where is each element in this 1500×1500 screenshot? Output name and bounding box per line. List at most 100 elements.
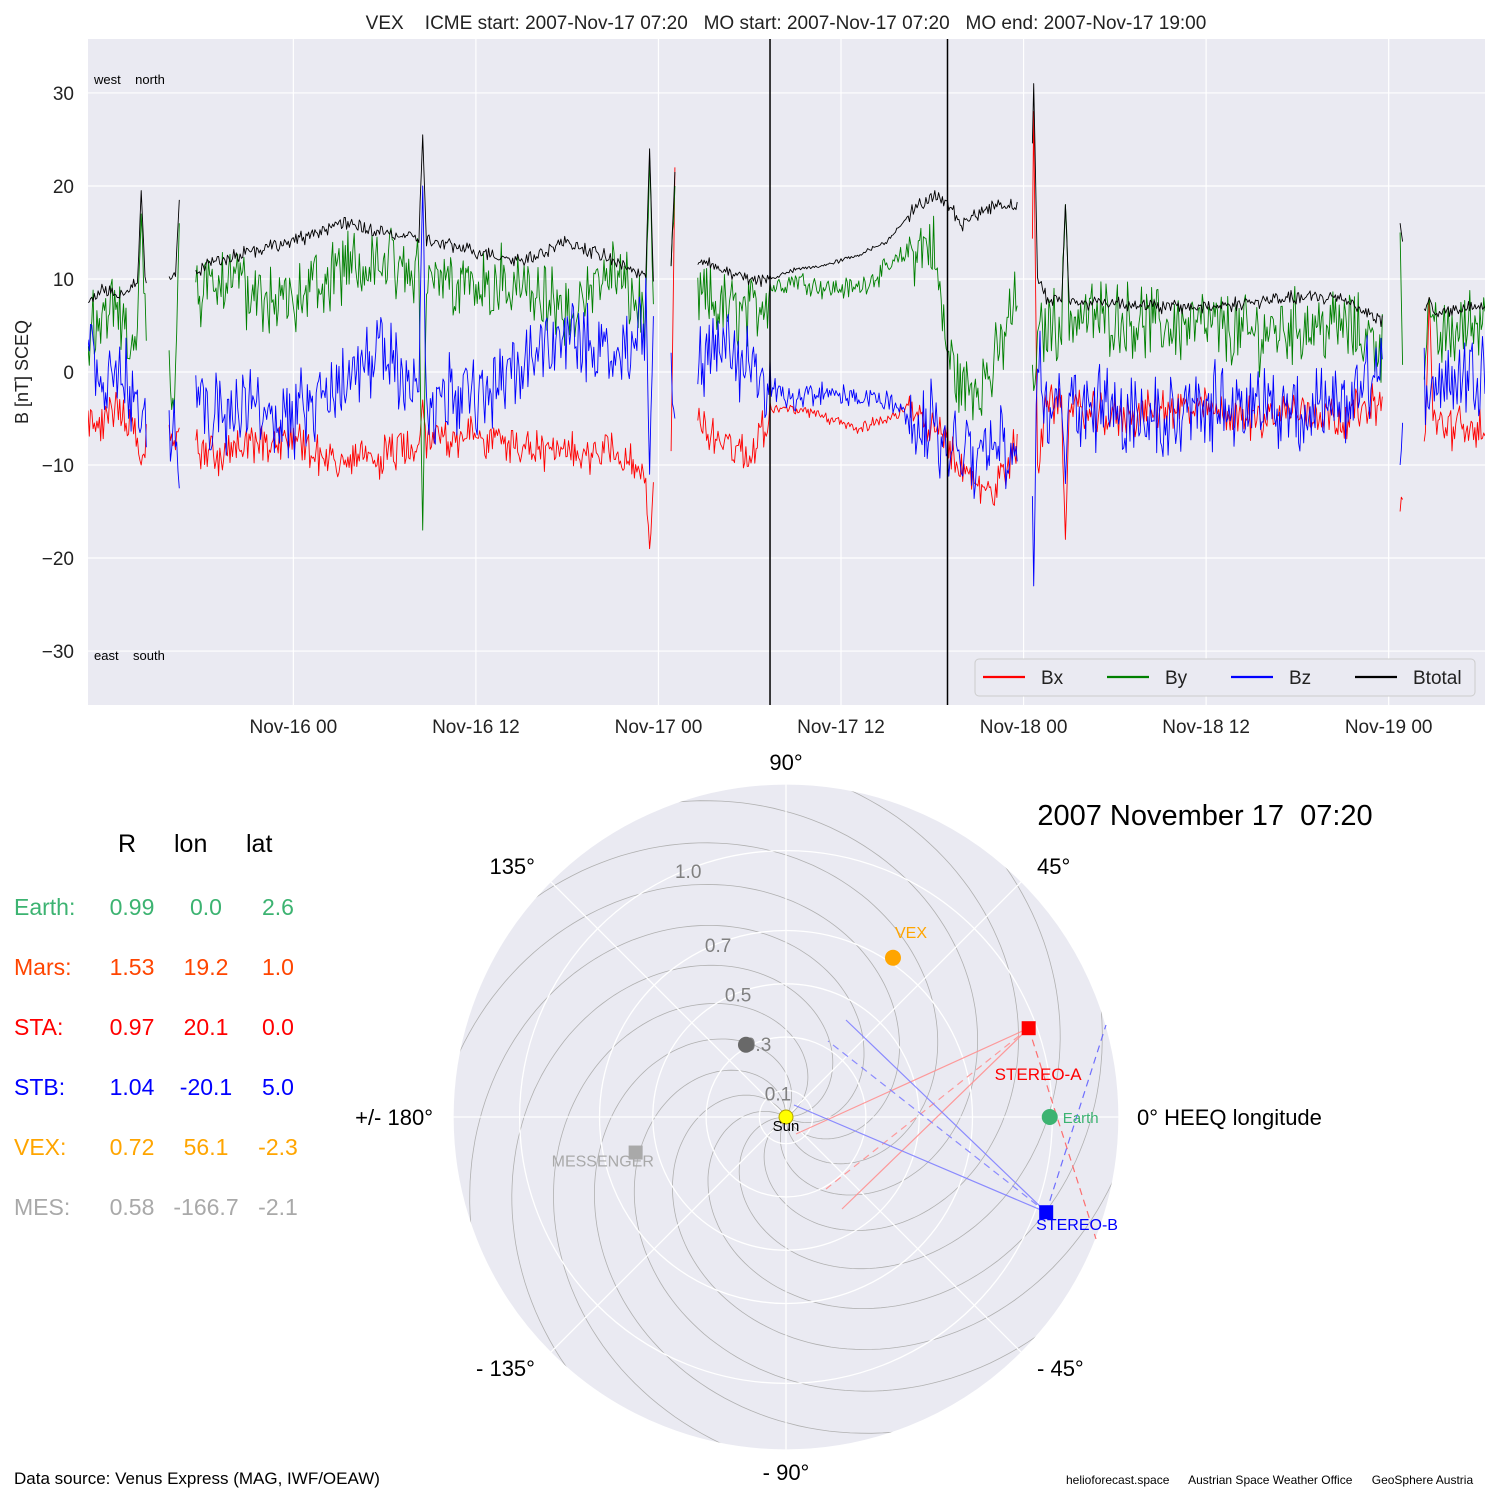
angle-label: 90° bbox=[769, 750, 802, 775]
stereo-b-fov-line bbox=[1045, 1024, 1107, 1213]
x-tick-label: Nov-18 12 bbox=[1162, 717, 1250, 738]
row-lat: -2.1 bbox=[258, 1194, 298, 1220]
header-lon: lon bbox=[174, 830, 208, 858]
row-name: VEX: bbox=[14, 1134, 67, 1160]
vex-label: VEX bbox=[895, 925, 927, 942]
chart-title: VEX ICME start: 2007-Nov-17 07:20 MO sta… bbox=[366, 13, 1207, 34]
polar-title: 2007 November 17 07:20 bbox=[1037, 800, 1372, 832]
row-lat: 1.0 bbox=[262, 954, 294, 980]
angle-label: - 135° bbox=[476, 1356, 535, 1381]
x-tick-label: Nov-17 12 bbox=[797, 717, 885, 738]
parker-spiral bbox=[453, 784, 1019, 1231]
credit-asw-office: Austrian Space Weather Office bbox=[1188, 1473, 1353, 1487]
y-tick-label: 0 bbox=[63, 363, 74, 384]
row-lon: -166.7 bbox=[173, 1194, 239, 1220]
x-tick-label: Nov-18 00 bbox=[980, 717, 1068, 738]
row-lon: 20.1 bbox=[183, 1014, 229, 1040]
data-source: Data source: Venus Express (MAG, IWF/OEA… bbox=[14, 1469, 380, 1488]
angle-label: - 45° bbox=[1037, 1356, 1084, 1381]
stereo-b-label: STEREO-B bbox=[1036, 1217, 1118, 1234]
earth-marker bbox=[1041, 1109, 1058, 1125]
position-row-stb: STB: 1.04 -20.1 5.0 bbox=[14, 1074, 334, 1104]
legend-label-btotal: Btotal bbox=[1413, 668, 1462, 689]
row-lat: -2.3 bbox=[258, 1134, 298, 1160]
stereo-b-marker bbox=[1039, 1205, 1054, 1220]
x-tick-label: Nov-17 00 bbox=[615, 717, 703, 738]
row-lon: 0.0 bbox=[190, 894, 222, 920]
row-r: 0.58 bbox=[109, 1194, 155, 1220]
y-tick-label: −30 bbox=[42, 642, 74, 663]
row-lat: 2.6 bbox=[262, 894, 294, 920]
legend-label-by: By bbox=[1165, 668, 1188, 689]
position-row-vex: VEX: 0.72 56.1 -2.3 bbox=[14, 1134, 334, 1164]
row-name: Earth: bbox=[14, 894, 76, 920]
fov-lines bbox=[793, 1019, 1107, 1240]
series-lines bbox=[88, 83, 1485, 587]
angle-label: +/- 180° bbox=[355, 1105, 433, 1130]
earth-label: Earth bbox=[1063, 1110, 1099, 1127]
legend: Bx By Bz Btotal bbox=[974, 658, 1476, 697]
row-name: STA: bbox=[14, 1014, 64, 1040]
row-name: STB: bbox=[14, 1074, 66, 1100]
magnetic-field-timeseries: VEX ICME start: 2007-Nov-17 07:20 MO sta… bbox=[12, 13, 1485, 738]
mercury-marker bbox=[737, 1036, 754, 1053]
stereo-a-marker bbox=[1021, 1021, 1036, 1036]
messenger-marker bbox=[628, 1145, 643, 1160]
event-boundary-lines bbox=[769, 39, 949, 705]
vex-marker bbox=[884, 949, 901, 966]
row-lon: 19.2 bbox=[183, 954, 229, 980]
y-tick-label: 10 bbox=[53, 270, 74, 291]
parker-spiral bbox=[453, 884, 900, 1450]
row-r: 0.97 bbox=[109, 1014, 155, 1040]
angle-label: 45° bbox=[1037, 854, 1070, 879]
row-name: MES: bbox=[14, 1194, 71, 1220]
y-tick-label: 20 bbox=[53, 177, 74, 198]
credits: helioforecast.space Austrian Space Weath… bbox=[1066, 1473, 1489, 1487]
row-lon: 56.1 bbox=[183, 1134, 229, 1160]
angle-labels: 0° HEEQ longitude 45° 90° 135° +/- 180° - 135… bbox=[355, 750, 1322, 1485]
stereo-a-fov-line bbox=[841, 1027, 1030, 1210]
credit-geosphere: GeoSphere Austria bbox=[1371, 1473, 1474, 1487]
header-r: R bbox=[118, 830, 137, 858]
stereo-b-fov-line bbox=[827, 1040, 1047, 1213]
row-r: 0.99 bbox=[109, 894, 155, 920]
position-row-earth: Earth: 0.99 0.0 2.6 bbox=[14, 894, 334, 924]
y-axis-label: B [nT] SCEQ bbox=[12, 320, 32, 424]
radial-label: 0.5 bbox=[725, 985, 751, 1006]
heliospheric-position-plot: 2007 November 17 07:20 0.10.30.50.71.0 0… bbox=[355, 750, 1373, 1485]
position-row-mes: MES: 0.58 -166.7 -2.1 bbox=[14, 1194, 334, 1224]
row-r: 0.72 bbox=[109, 1134, 155, 1160]
stereo-b-fov-line bbox=[793, 1104, 1047, 1213]
corner-label-top: west north bbox=[93, 72, 165, 87]
series-bz bbox=[88, 185, 1485, 587]
parker-spiral bbox=[553, 1003, 1119, 1450]
stereo-a-label: STEREO-A bbox=[995, 1065, 1083, 1084]
x-tick-label: Nov-16 00 bbox=[250, 717, 338, 738]
x-tick-labels: Nov-16 00 Nov-16 12 Nov-17 00 Nov-17 12 Nov-… bbox=[250, 717, 1433, 738]
radial-label: 0.1 bbox=[765, 1084, 791, 1105]
y-tick-label: −10 bbox=[42, 456, 74, 477]
stereo-a-fov-line bbox=[1028, 1028, 1097, 1240]
parker-spiral bbox=[672, 784, 1119, 1350]
credit-helioforecast: helioforecast.space bbox=[1066, 1473, 1170, 1487]
row-name: Mars: bbox=[14, 954, 72, 980]
header-lat: lat bbox=[246, 830, 273, 858]
legend-label-bz: Bz bbox=[1289, 668, 1311, 689]
corner-label-bottom: east south bbox=[94, 648, 165, 663]
angle-label: - 90° bbox=[763, 1460, 810, 1485]
y-tick-labels: 30 20 10 0 −10 −20 −30 bbox=[42, 84, 74, 663]
x-tick-label: Nov-19 00 bbox=[1345, 717, 1433, 738]
y-tick-label: 30 bbox=[53, 84, 74, 105]
row-lat: 0.0 bbox=[262, 1014, 294, 1040]
messenger-label: MESSENGER bbox=[552, 1154, 654, 1171]
row-lon: -20.1 bbox=[179, 1074, 233, 1100]
position-row-sta: STA: 0.97 20.1 0.0 bbox=[14, 1014, 334, 1044]
angle-label: 135° bbox=[489, 854, 535, 879]
spacecraft-markers: Sun Earth STEREO-A STEREO-B VEX MESSENGER bbox=[552, 925, 1118, 1234]
series-btotal bbox=[88, 83, 1485, 328]
gridlines bbox=[88, 39, 1485, 705]
radial-label: 0.7 bbox=[705, 936, 731, 957]
row-r: 1.53 bbox=[109, 954, 155, 980]
row-r: 1.04 bbox=[109, 1074, 155, 1100]
